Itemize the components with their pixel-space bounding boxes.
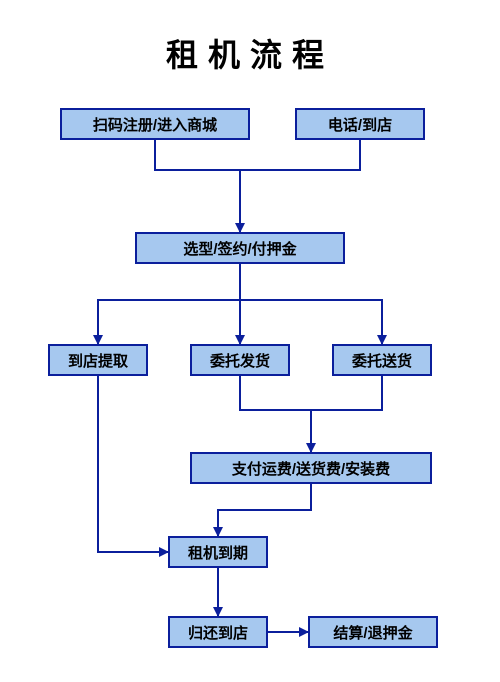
flowchart-node-pickup: 到店提取 (48, 344, 148, 376)
edge-select-deliver (240, 264, 382, 344)
flowchart-node-scan: 扫码注册/进入商城 (60, 108, 250, 140)
edge-ship-payfee (240, 376, 311, 452)
edge-pickup-expire (98, 376, 168, 552)
flowchart-node-deliver: 委托送货 (332, 344, 432, 376)
flowchart-node-payfee: 支付运费/送货费/安装费 (190, 452, 432, 484)
edge-phone-select (240, 140, 360, 232)
flowchart-node-settle: 结算/退押金 (308, 616, 438, 648)
flowchart-node-phone: 电话/到店 (295, 108, 425, 140)
flowchart-node-expire: 租机到期 (168, 536, 268, 568)
edge-select-pickup (98, 264, 240, 344)
flowchart-node-return: 归还到店 (168, 616, 268, 648)
edge-deliver-payfee (311, 376, 382, 452)
flowchart-edges (0, 0, 500, 682)
flowchart-node-ship: 委托发货 (190, 344, 290, 376)
edge-payfee-expire (218, 484, 311, 536)
page-title: 租机流程 (0, 30, 500, 76)
edge-scan-select (155, 140, 240, 232)
flowchart-node-select: 选型/签约/付押金 (135, 232, 345, 264)
